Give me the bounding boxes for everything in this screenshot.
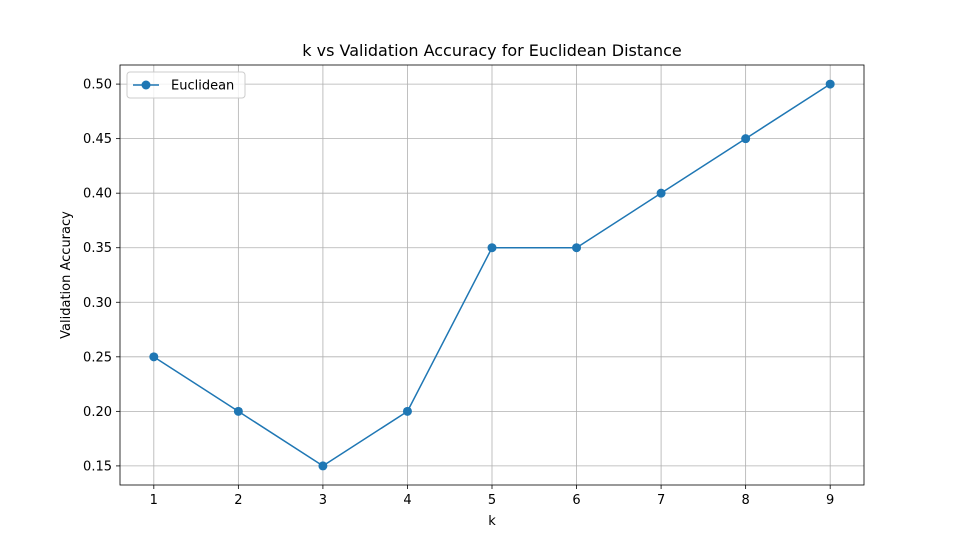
- legend: Euclidean: [126, 71, 246, 99]
- chart-title: k vs Validation Accuracy for Euclidean D…: [302, 41, 681, 60]
- y-axis-label: Validation Accuracy: [59, 211, 74, 339]
- data-point: [741, 134, 751, 144]
- axes: 1 2 3 4 5 6 7 8 9 0.15 0.20 0.25 0.30 0.35 0.40 0.45 0.5…: [83, 64, 865, 508]
- x-tick-label: 2: [234, 493, 242, 508]
- y-tick-label: 0.20: [83, 405, 112, 420]
- x-tick-label: 7: [657, 493, 665, 508]
- y-tick-label: 0.15: [83, 459, 112, 474]
- x-tick-label: 5: [488, 493, 496, 508]
- data-point: [402, 406, 412, 416]
- y-tick-label: 0.35: [83, 241, 112, 256]
- data-point: [656, 188, 666, 198]
- x-tick-label: 8: [741, 493, 749, 508]
- y-tick-label: 0.40: [83, 187, 112, 202]
- plot-frame: [119, 64, 865, 486]
- x-axis-label: k: [488, 514, 496, 529]
- series-layer: [149, 79, 835, 471]
- legend-label-euclidean: Euclidean: [171, 79, 234, 94]
- x-tick-label: 4: [403, 493, 411, 508]
- data-point: [318, 461, 328, 471]
- data-point: [572, 243, 582, 253]
- y-tick-label: 0.25: [83, 350, 112, 365]
- y-tick-label: 0.45: [83, 132, 112, 147]
- x-tick-label: 9: [826, 493, 834, 508]
- data-point: [149, 352, 159, 362]
- x-tick-label: 1: [150, 493, 158, 508]
- legend-box: [126, 71, 246, 99]
- y-tick-label: 0.30: [83, 296, 112, 311]
- legend-marker-euclidean: [141, 80, 151, 90]
- data-point: [487, 243, 497, 253]
- x-tick-label: 6: [572, 493, 580, 508]
- data-point: [233, 406, 243, 416]
- x-tick-label: 3: [319, 493, 327, 508]
- y-tick-label: 0.50: [83, 78, 112, 93]
- data-point: [825, 79, 835, 89]
